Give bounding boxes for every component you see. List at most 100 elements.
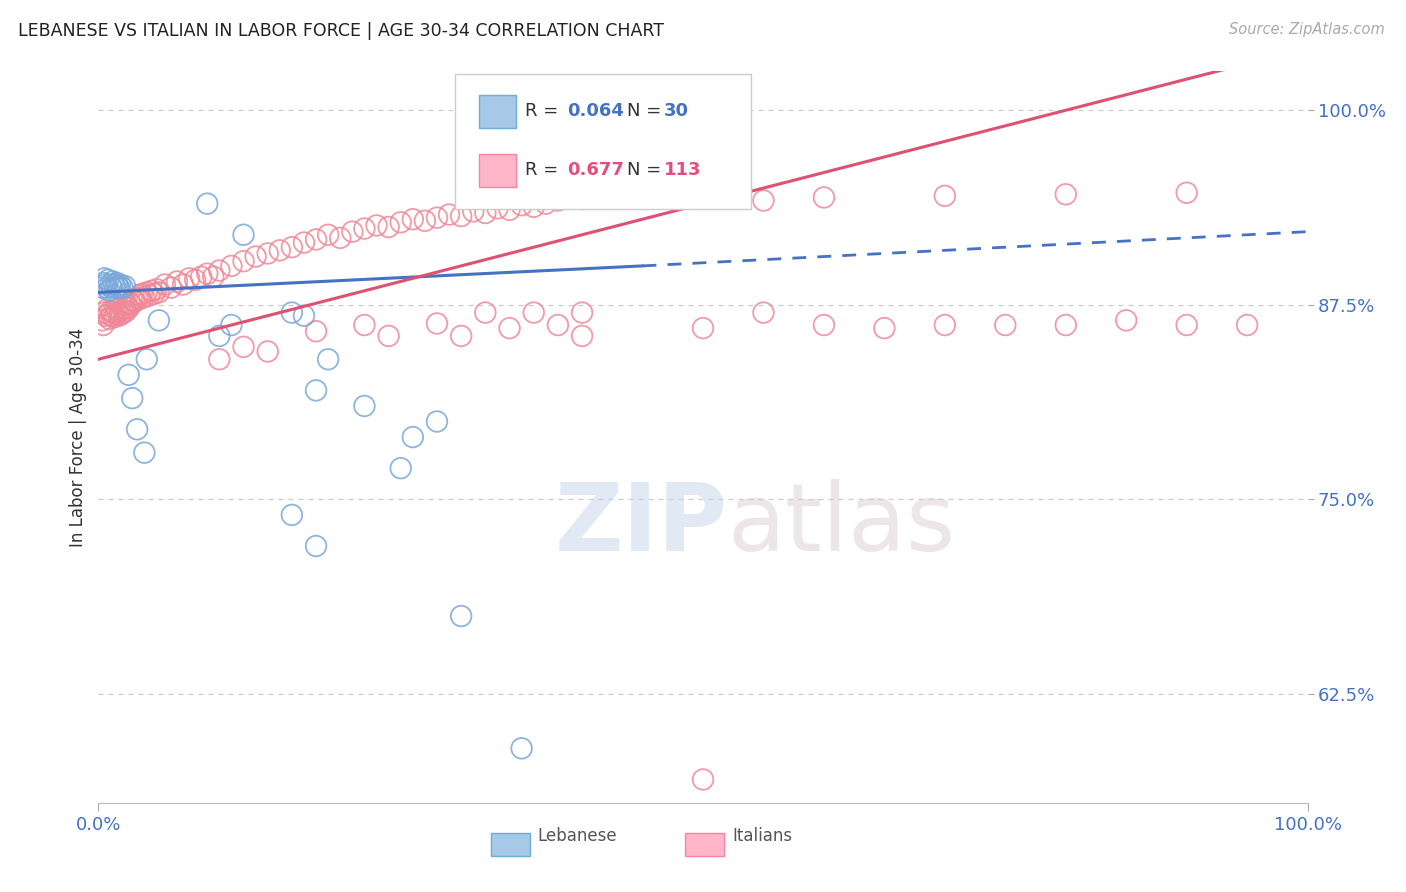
Point [103, 310, 125, 325]
Point [426, 415, 449, 429]
Point [111, 281, 134, 295]
Point [100, 277, 122, 292]
Point [128, 288, 150, 302]
Point [342, 225, 364, 239]
Point [256, 344, 278, 359]
Point [104, 281, 127, 295]
Point [195, 267, 218, 281]
Point [413, 213, 436, 227]
Point [148, 285, 170, 300]
Point [91, 281, 114, 295]
Point [644, 184, 666, 198]
Point [160, 281, 183, 295]
Point [114, 301, 136, 315]
Point [101, 305, 124, 319]
Point [118, 301, 141, 315]
Point [547, 318, 569, 332]
Point [138, 288, 160, 302]
Point [547, 194, 569, 208]
Point [112, 305, 135, 319]
Point [100, 304, 122, 318]
Point [100, 281, 122, 295]
Point [94, 309, 117, 323]
Point [103, 277, 125, 292]
Point [135, 352, 157, 367]
Point [292, 235, 315, 250]
Point [873, 321, 896, 335]
Point [135, 285, 157, 300]
Point [127, 422, 149, 436]
Text: atlas: atlas [727, 479, 956, 571]
Point [98, 311, 121, 326]
Point [377, 219, 399, 234]
Point [813, 318, 835, 332]
Point [437, 208, 460, 222]
Point [148, 313, 170, 327]
Point [1236, 318, 1258, 332]
Point [111, 302, 134, 317]
Y-axis label: In Labor Force | Age 30-34: In Labor Force | Age 30-34 [69, 327, 87, 547]
Point [195, 196, 218, 211]
Text: R =: R = [526, 161, 564, 179]
Point [305, 384, 328, 398]
Point [107, 279, 129, 293]
Point [534, 196, 557, 211]
Point [91, 313, 114, 327]
Point [94, 277, 117, 292]
Point [97, 273, 120, 287]
Text: R =: R = [526, 103, 564, 120]
Point [1054, 187, 1077, 202]
Point [118, 368, 141, 382]
Point [101, 275, 124, 289]
Point [1175, 186, 1198, 200]
Point [353, 318, 375, 332]
Point [450, 209, 472, 223]
Point [245, 250, 267, 264]
Point [389, 215, 412, 229]
Point [124, 294, 146, 309]
Point [179, 271, 201, 285]
Point [813, 190, 835, 204]
Point [105, 302, 128, 317]
Point [108, 277, 131, 292]
Point [316, 352, 339, 367]
Point [1175, 318, 1198, 332]
Point [108, 281, 131, 295]
Point [269, 244, 291, 258]
FancyBboxPatch shape [479, 154, 516, 187]
Point [474, 206, 496, 220]
Point [366, 219, 388, 233]
Point [510, 198, 533, 212]
Text: 30: 30 [664, 103, 689, 120]
Point [208, 329, 231, 343]
Point [281, 240, 304, 254]
Point [105, 276, 128, 290]
FancyBboxPatch shape [492, 833, 530, 856]
Point [426, 211, 449, 225]
FancyBboxPatch shape [456, 73, 751, 209]
Point [184, 273, 207, 287]
Point [402, 430, 425, 444]
Point [389, 461, 412, 475]
Point [166, 275, 188, 289]
Point [110, 307, 132, 321]
Point [523, 305, 546, 319]
Point [1054, 318, 1077, 332]
Point [474, 305, 496, 319]
Point [281, 305, 304, 319]
Point [305, 232, 328, 246]
Point [692, 321, 714, 335]
Text: 0.677: 0.677 [568, 161, 624, 179]
Text: N =: N = [627, 103, 666, 120]
Point [104, 307, 127, 321]
Point [619, 187, 641, 202]
Point [292, 309, 315, 323]
Point [120, 298, 142, 312]
Point [353, 221, 375, 235]
Point [208, 352, 231, 367]
Point [145, 282, 167, 296]
Point [934, 318, 956, 332]
Point [486, 202, 509, 216]
Point [143, 286, 166, 301]
Point [221, 259, 243, 273]
